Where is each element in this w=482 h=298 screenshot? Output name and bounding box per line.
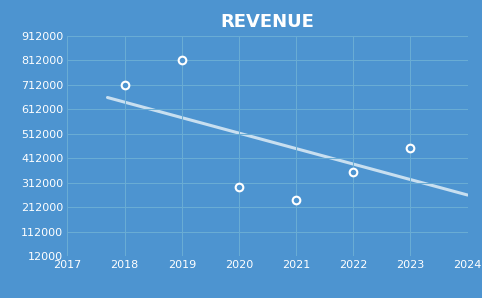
Title: REVENUE: REVENUE [221, 13, 314, 31]
